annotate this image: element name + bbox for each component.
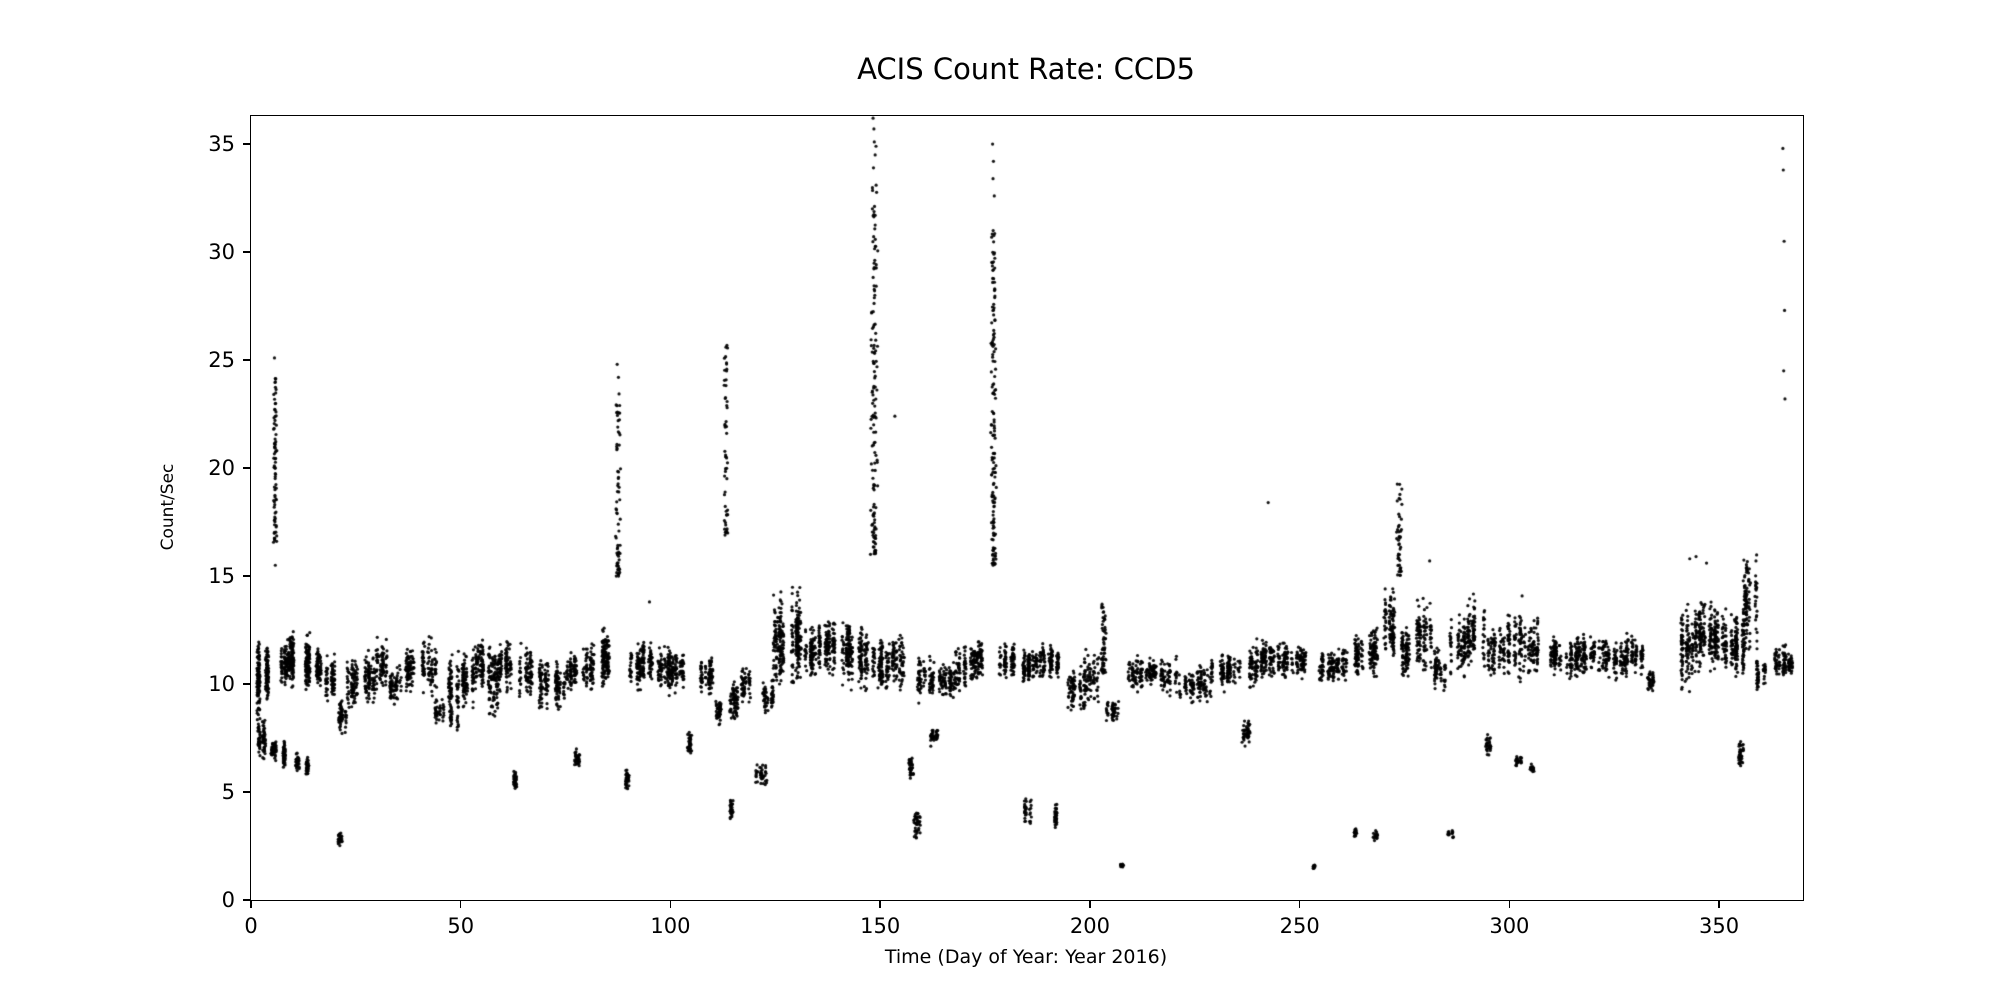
x-tick-label: 0 — [244, 914, 258, 938]
y-tick-label: 35 — [208, 132, 235, 157]
x-tick-mark — [879, 900, 881, 908]
x-tick-label: 300 — [1489, 914, 1530, 938]
x-tick-mark — [669, 900, 672, 908]
x-tick-mark — [1508, 900, 1511, 908]
y-axis-label: Count/Sec — [158, 463, 178, 551]
y-tick-mark — [243, 251, 251, 253]
x-tick-mark — [459, 900, 462, 908]
y-tick-label: 20 — [208, 456, 235, 481]
y-tick-mark — [243, 575, 251, 577]
y-tick-label: 10 — [208, 672, 235, 697]
x-tick-label: 150 — [860, 914, 901, 938]
y-tick-mark — [243, 899, 251, 901]
y-tick-label: 5 — [221, 780, 235, 804]
y-tick-mark — [243, 791, 251, 793]
x-tick-label: 50 — [447, 914, 475, 938]
y-tick-label: 15 — [208, 564, 235, 589]
y-tick-mark — [243, 467, 251, 469]
x-tick-mark — [1718, 900, 1720, 908]
x-tick-mark — [250, 900, 252, 908]
scatter-canvas — [251, 116, 1803, 900]
y-tick-label: 25 — [208, 348, 235, 373]
y-tick-label: 30 — [208, 240, 235, 265]
x-tick-label: 350 — [1699, 914, 1740, 938]
plot-area: 0 50 100 150 200 250 300 350 0 5 10 15 20 25 30 35 — [208, 115, 1804, 938]
x-tick-label: 250 — [1279, 914, 1320, 938]
x-axis-label: Time (Day of Year: Year 2016) — [884, 946, 1168, 968]
y-tick-mark — [243, 359, 251, 361]
x-tick-label: 200 — [1069, 914, 1110, 938]
y-tick-mark — [243, 683, 251, 685]
x-tick-mark — [1089, 900, 1091, 908]
y-tick-mark — [243, 143, 251, 145]
y-tick-label: 0 — [221, 888, 235, 912]
chart-title: ACIS Count Rate: CCD5 — [857, 52, 1195, 86]
x-tick-mark — [1298, 900, 1301, 908]
x-tick-label: 100 — [650, 914, 691, 938]
